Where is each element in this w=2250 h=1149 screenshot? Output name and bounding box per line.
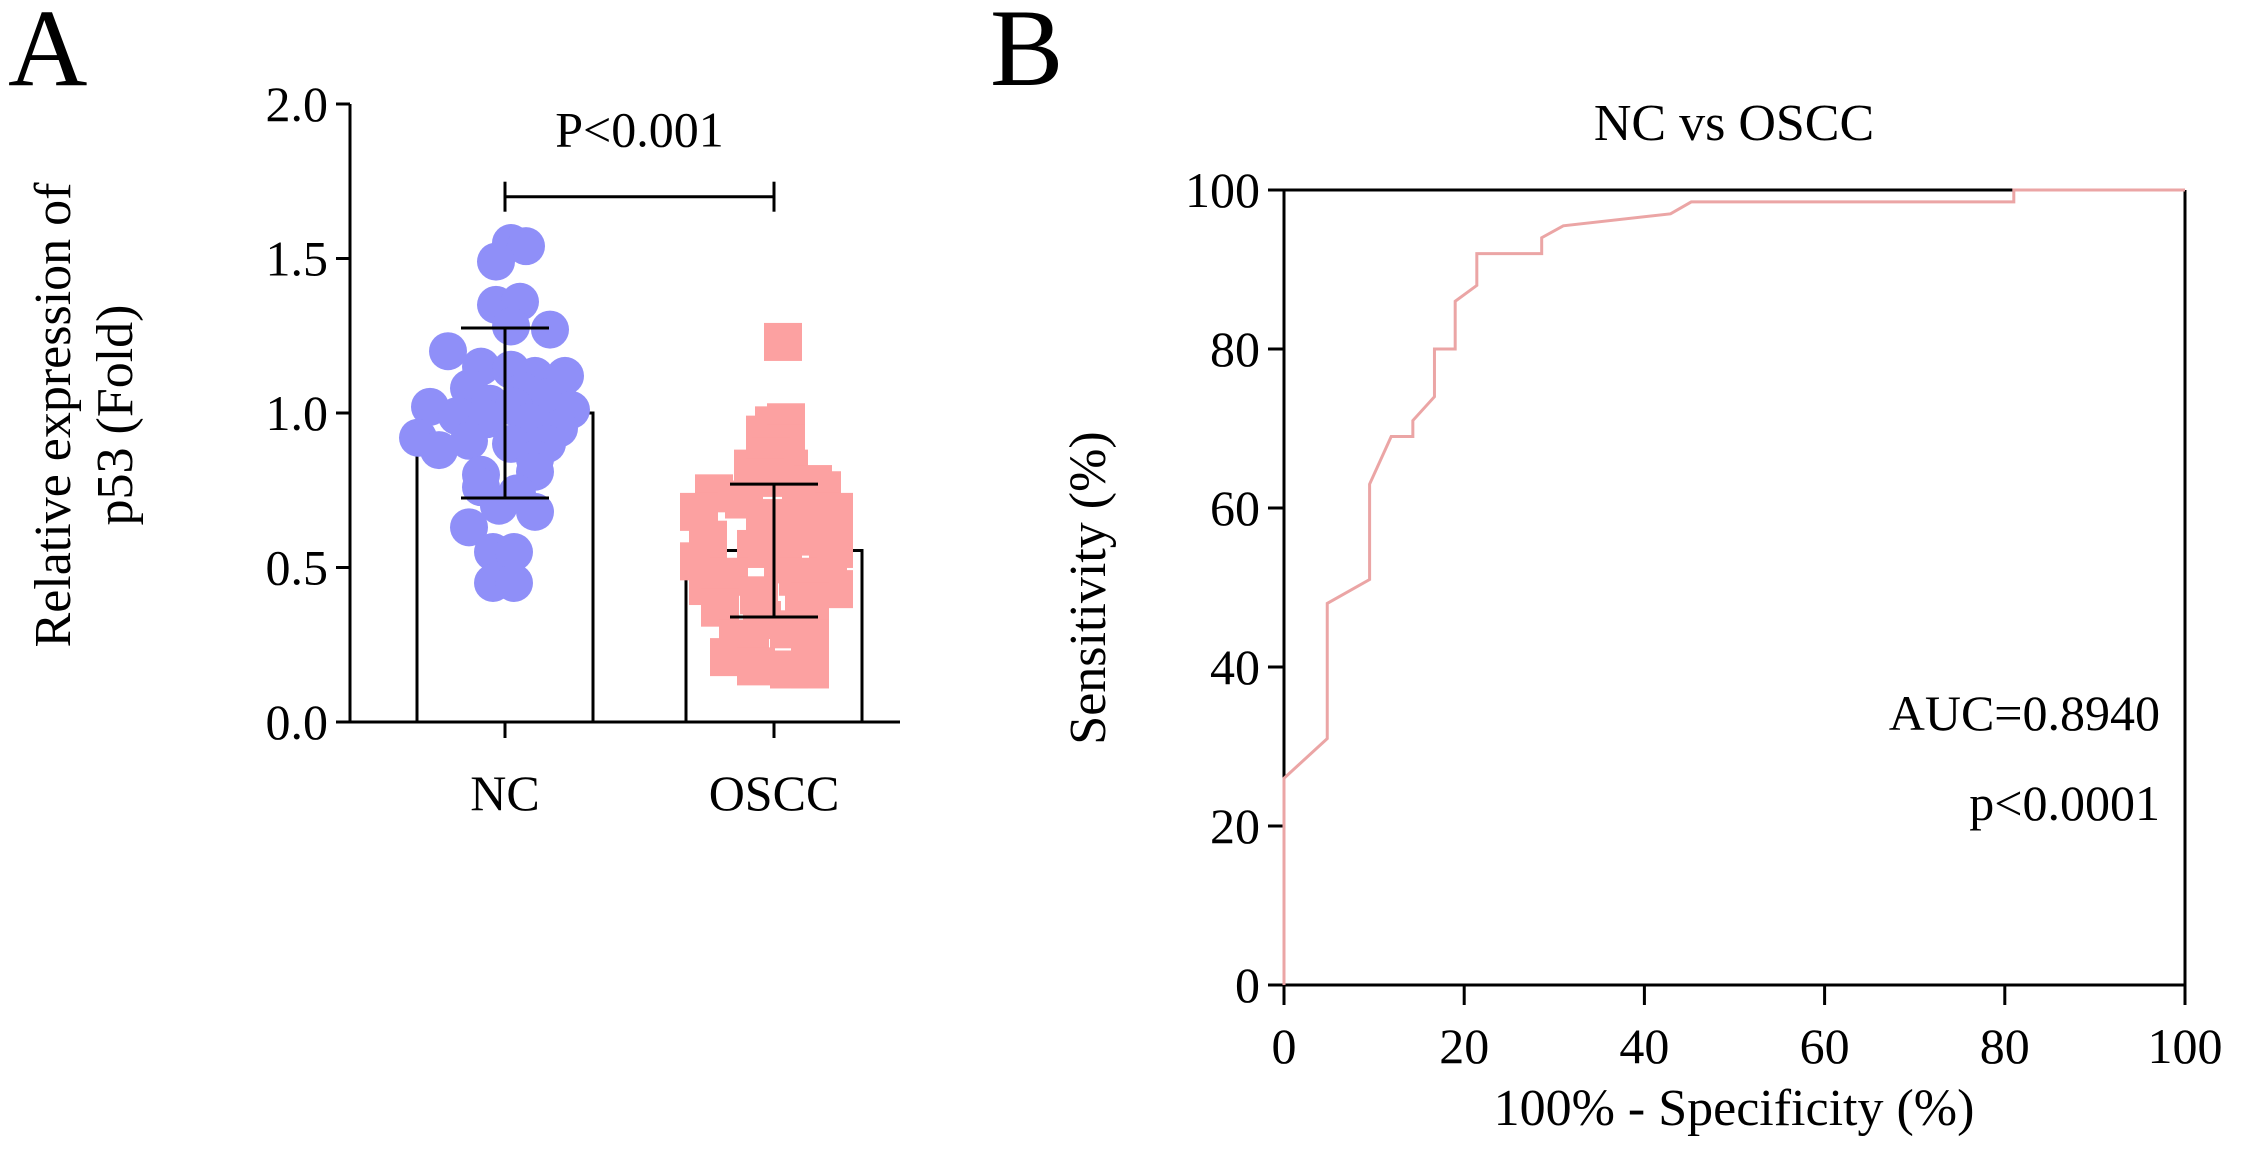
x-tick-label: 40 — [1619, 1018, 1669, 1074]
data-point-nc — [420, 431, 458, 470]
data-point-oscc — [764, 322, 802, 361]
y-tick-label: 40 — [1210, 639, 1260, 695]
data-point-nc — [477, 242, 515, 281]
data-point-nc — [507, 227, 545, 266]
x-tick-label: NC — [470, 765, 539, 821]
auc-annotation: AUC=0.8940 — [1889, 685, 2160, 741]
data-point-nc — [495, 563, 533, 602]
significance-label: P<0.001 — [555, 102, 724, 158]
x-tick-label: 80 — [1980, 1018, 2030, 1074]
panel-letter-a: A — [8, 0, 87, 109]
x-tick-label: 100 — [2148, 1018, 2223, 1074]
panel-b-roc-chart: NC vs OSCC 0 20 40 60 80 100 0 20 40 60 80 100 AUC… — [1060, 95, 2223, 1137]
panel-letter-b: B — [990, 0, 1063, 109]
data-point-nc — [495, 533, 533, 572]
data-point-oscc — [737, 647, 775, 686]
y-axis-title-line1: Relative expression of — [25, 182, 82, 648]
p-value-annotation: p<0.0001 — [1969, 775, 2160, 831]
y-tick-label: 0.0 — [266, 694, 329, 750]
y-axis-title-line2: p53 (Fold) — [87, 305, 144, 526]
y-tick-label: 1.0 — [266, 385, 329, 441]
data-point-nc — [450, 508, 488, 547]
data-point-nc — [480, 486, 518, 525]
y-axis-title: Sensitivity (%) — [1060, 431, 1117, 744]
x-axis-title: 100% - Specificity (%) — [1494, 1080, 1975, 1137]
chart-title: NC vs OSCC — [1594, 95, 1874, 152]
data-point-nc — [450, 421, 488, 460]
panel-a-bar-chart: 0.0 0.5 1.0 1.5 2.0 NC OSCC P<0.001 Relative … — [25, 76, 900, 821]
data-point-nc — [531, 310, 569, 349]
x-tick-label: 20 — [1439, 1018, 1489, 1074]
data-point-nc — [516, 492, 554, 531]
y-tick-label: 20 — [1210, 798, 1260, 854]
x-tick-label: OSCC — [709, 765, 840, 821]
x-tick-label: 60 — [1800, 1018, 1850, 1074]
y-tick-label: 100 — [1185, 162, 1260, 218]
data-point-nc — [492, 307, 530, 346]
data-point-nc — [429, 332, 467, 371]
x-tick-label: 0 — [1272, 1018, 1297, 1074]
y-tick-label: 0.5 — [266, 540, 329, 596]
y-tick-label: 60 — [1210, 480, 1260, 536]
y-tick-label: 2.0 — [266, 76, 329, 132]
y-tick-label: 0 — [1235, 957, 1260, 1013]
data-point-oscc — [791, 650, 829, 689]
y-tick-label: 1.5 — [266, 231, 329, 287]
y-tick-label: 80 — [1210, 321, 1260, 377]
roc-curve-line — [1282, 188, 2185, 985]
